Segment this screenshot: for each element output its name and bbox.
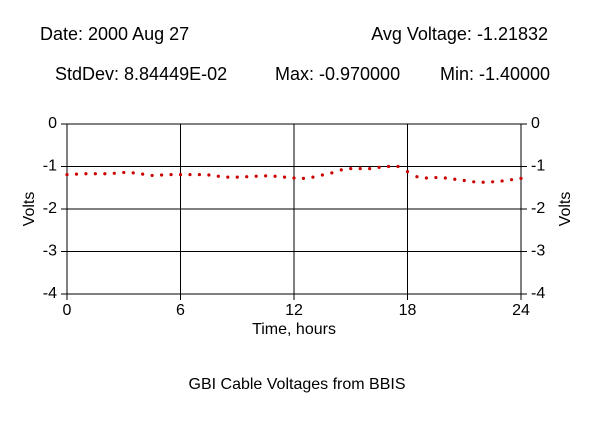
y2-tick-label: -3	[531, 243, 545, 260]
y-tick-label: -2	[43, 200, 57, 217]
data-point	[386, 164, 391, 169]
y2-tick-label: -2	[531, 200, 545, 217]
data-point	[235, 175, 239, 179]
annotation: Max: -0.970000	[275, 64, 400, 84]
data-point	[159, 173, 164, 177]
data-point	[434, 175, 438, 180]
data-point	[207, 173, 211, 177]
data-point	[462, 178, 466, 183]
data-point	[320, 173, 324, 177]
data-point	[122, 170, 126, 175]
data-point	[141, 172, 145, 176]
data-point	[65, 172, 69, 177]
y-tick-label: -1	[43, 158, 57, 175]
data-point	[358, 167, 362, 171]
data-point	[330, 171, 334, 175]
data-point	[264, 174, 268, 178]
data-point	[500, 179, 504, 183]
data-point	[131, 171, 135, 175]
annotation: StdDev: 8.84449E-02	[55, 64, 227, 84]
data-point	[377, 165, 381, 169]
data-point	[197, 172, 202, 177]
data-point	[292, 176, 296, 180]
data-point	[103, 172, 107, 176]
data-point	[491, 180, 495, 184]
y2-tick-label: 0	[531, 115, 540, 132]
data-point	[245, 175, 249, 179]
data-point	[169, 172, 173, 177]
data-point	[405, 170, 410, 174]
data-point	[453, 177, 457, 181]
data-point	[216, 174, 220, 178]
annotation: Avg Voltage: -1.21832	[371, 24, 548, 44]
data-point	[368, 167, 372, 171]
data-point	[93, 172, 97, 176]
x-axis-label: Time, hours	[252, 321, 336, 338]
data-point	[301, 176, 306, 180]
data-point	[74, 172, 79, 176]
data-point	[339, 168, 343, 172]
data-point	[311, 175, 315, 179]
chart-title: GBI Cable Voltages from BBIS	[189, 376, 406, 393]
y2-axis-label: Volts	[557, 192, 574, 227]
data-point	[188, 172, 192, 177]
data-point	[415, 175, 419, 179]
x-tick-label: 12	[285, 302, 303, 319]
data-point	[226, 175, 230, 179]
y-axis-label: Volts	[21, 192, 38, 227]
data-point	[472, 180, 476, 184]
data-point	[424, 176, 429, 180]
data-point	[282, 175, 287, 179]
data-point	[519, 176, 523, 180]
y-tick-label: -4	[43, 285, 57, 302]
data-point	[112, 171, 116, 175]
data-point	[150, 173, 154, 178]
x-tick-label: 6	[176, 302, 185, 319]
data-point	[396, 164, 400, 169]
y2-tick-label: -4	[531, 285, 545, 302]
data-point	[84, 172, 88, 176]
x-tick-label: 24	[512, 302, 530, 319]
y2-tick-label: -1	[531, 158, 545, 175]
x-tick-label: 18	[399, 302, 417, 319]
data-point	[349, 167, 353, 171]
x-tick-label: 0	[63, 302, 72, 319]
y-tick-label: -3	[43, 243, 57, 260]
y-tick-label: 0	[48, 115, 57, 132]
data-point	[273, 174, 277, 178]
data-point	[178, 172, 183, 177]
annotation: Min: -1.40000	[440, 64, 550, 84]
data-point	[481, 180, 485, 184]
data-point	[443, 176, 447, 180]
annotation: Date: 2000 Aug 27	[40, 24, 189, 44]
data-point	[509, 178, 514, 182]
data-point	[254, 174, 258, 178]
